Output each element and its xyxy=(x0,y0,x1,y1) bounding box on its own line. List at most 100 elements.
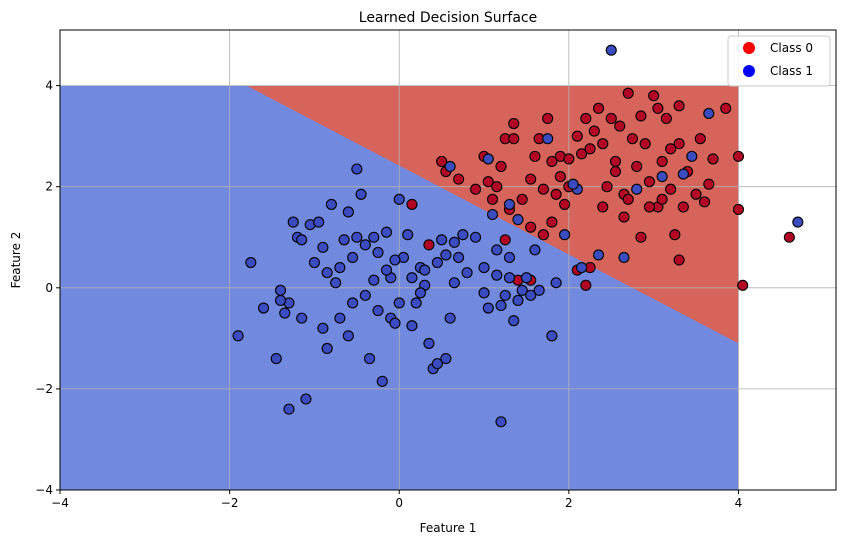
legend: Class 0 Class 1 xyxy=(727,35,831,87)
class-1-point xyxy=(359,239,371,251)
class-1-point xyxy=(355,188,367,200)
class-0-point xyxy=(580,112,592,125)
class-1-point xyxy=(482,153,494,165)
y-tick-label: −4 xyxy=(35,483,53,497)
class-0-point xyxy=(783,231,795,243)
class-1-point xyxy=(283,403,295,415)
class-1-point xyxy=(499,289,511,301)
class-0-point xyxy=(698,196,711,208)
class-0-point xyxy=(631,160,643,173)
class-1-point xyxy=(550,277,562,289)
class-1-point xyxy=(503,251,516,264)
class-0-point xyxy=(601,181,613,193)
y-tick-label: 4 xyxy=(45,79,53,93)
class-0-point xyxy=(732,150,745,162)
class-1-point xyxy=(491,269,503,281)
class-1-point xyxy=(703,107,715,119)
class-0-point xyxy=(576,148,588,160)
class-0-point xyxy=(406,198,418,210)
x-axis-label: Feature 1 xyxy=(420,521,477,535)
x-tick-label: 4 xyxy=(735,496,743,510)
class-0-point xyxy=(584,143,596,155)
class-1-point xyxy=(495,299,507,312)
class-1-point xyxy=(406,320,418,332)
class-0-point xyxy=(525,173,537,185)
class-0-point xyxy=(639,138,651,150)
class-1-point xyxy=(508,315,520,327)
class-1-point xyxy=(347,297,359,309)
class-1-point xyxy=(296,312,308,324)
class-0-point xyxy=(588,125,600,137)
class-1-point xyxy=(512,214,524,226)
y-tick-label: −2 xyxy=(35,382,53,396)
class-0-point xyxy=(542,112,554,125)
class-0-point xyxy=(609,155,622,167)
class-1-point xyxy=(321,342,333,355)
class-1-point xyxy=(792,216,804,228)
class-0-point xyxy=(486,193,499,205)
class-1-point xyxy=(618,251,630,264)
class-0-point xyxy=(707,153,719,165)
class-0-point xyxy=(673,138,685,150)
class-0-point xyxy=(656,155,668,167)
class-0-point xyxy=(690,188,702,200)
class-1-point xyxy=(542,133,554,145)
class-1-point xyxy=(478,287,490,299)
class-0-point xyxy=(643,176,655,188)
class-1-point xyxy=(431,358,443,370)
class-1-point xyxy=(567,178,579,190)
class-0-point xyxy=(665,143,677,155)
y-axis-label: Feature 2 xyxy=(9,232,23,289)
class-1-point xyxy=(453,251,465,264)
class-1-point xyxy=(444,312,456,324)
class-1-point xyxy=(516,284,528,296)
class-1-point xyxy=(559,229,571,241)
class-1-point xyxy=(330,277,342,289)
class-0-point xyxy=(609,165,622,178)
class-0-point xyxy=(626,133,639,145)
class-0-point xyxy=(703,178,715,190)
class-1-point xyxy=(431,256,443,269)
class-1-point xyxy=(342,330,354,342)
class-1-point xyxy=(503,198,516,210)
class-1-point xyxy=(279,307,291,319)
class-0-point xyxy=(660,112,672,125)
class-0-point xyxy=(495,160,507,173)
class-0-point xyxy=(571,130,583,142)
class-1-point xyxy=(402,229,414,241)
class-0-point xyxy=(499,234,511,246)
class-1-point xyxy=(533,284,545,296)
class-0-point xyxy=(516,193,528,205)
class-0-point xyxy=(580,279,592,291)
class-1-point xyxy=(347,251,359,264)
class-1-point xyxy=(529,244,541,256)
class-0-point xyxy=(559,198,571,210)
class-0-point xyxy=(618,211,630,223)
class-1-point xyxy=(436,234,448,246)
class-1-point xyxy=(576,262,588,274)
x-axis-ticks: −4 −2 0 2 4 xyxy=(51,490,742,510)
class-1-point xyxy=(389,254,401,266)
class-1-point xyxy=(677,168,689,180)
class-0-point xyxy=(436,155,448,167)
class-0-point xyxy=(546,216,558,228)
class-1-point xyxy=(380,226,393,238)
class-1-point xyxy=(525,289,537,301)
class-0-point xyxy=(508,117,520,130)
class-1-point xyxy=(410,297,422,309)
class-0-point xyxy=(597,201,609,213)
class-1-point xyxy=(257,302,270,314)
plot-frame xyxy=(59,29,837,491)
class-0-point xyxy=(491,181,503,193)
class-1-point xyxy=(470,231,482,243)
class-1-point xyxy=(546,330,558,342)
class-1-point xyxy=(423,337,435,349)
class-1-point xyxy=(351,163,363,175)
class-1-points xyxy=(232,44,804,428)
x-tick-label: 2 xyxy=(565,496,573,510)
class-0-point xyxy=(635,110,647,122)
class-1-point xyxy=(359,289,371,301)
class-1-point xyxy=(308,256,320,269)
class-1-point xyxy=(512,294,524,306)
class-0-point xyxy=(737,279,749,291)
